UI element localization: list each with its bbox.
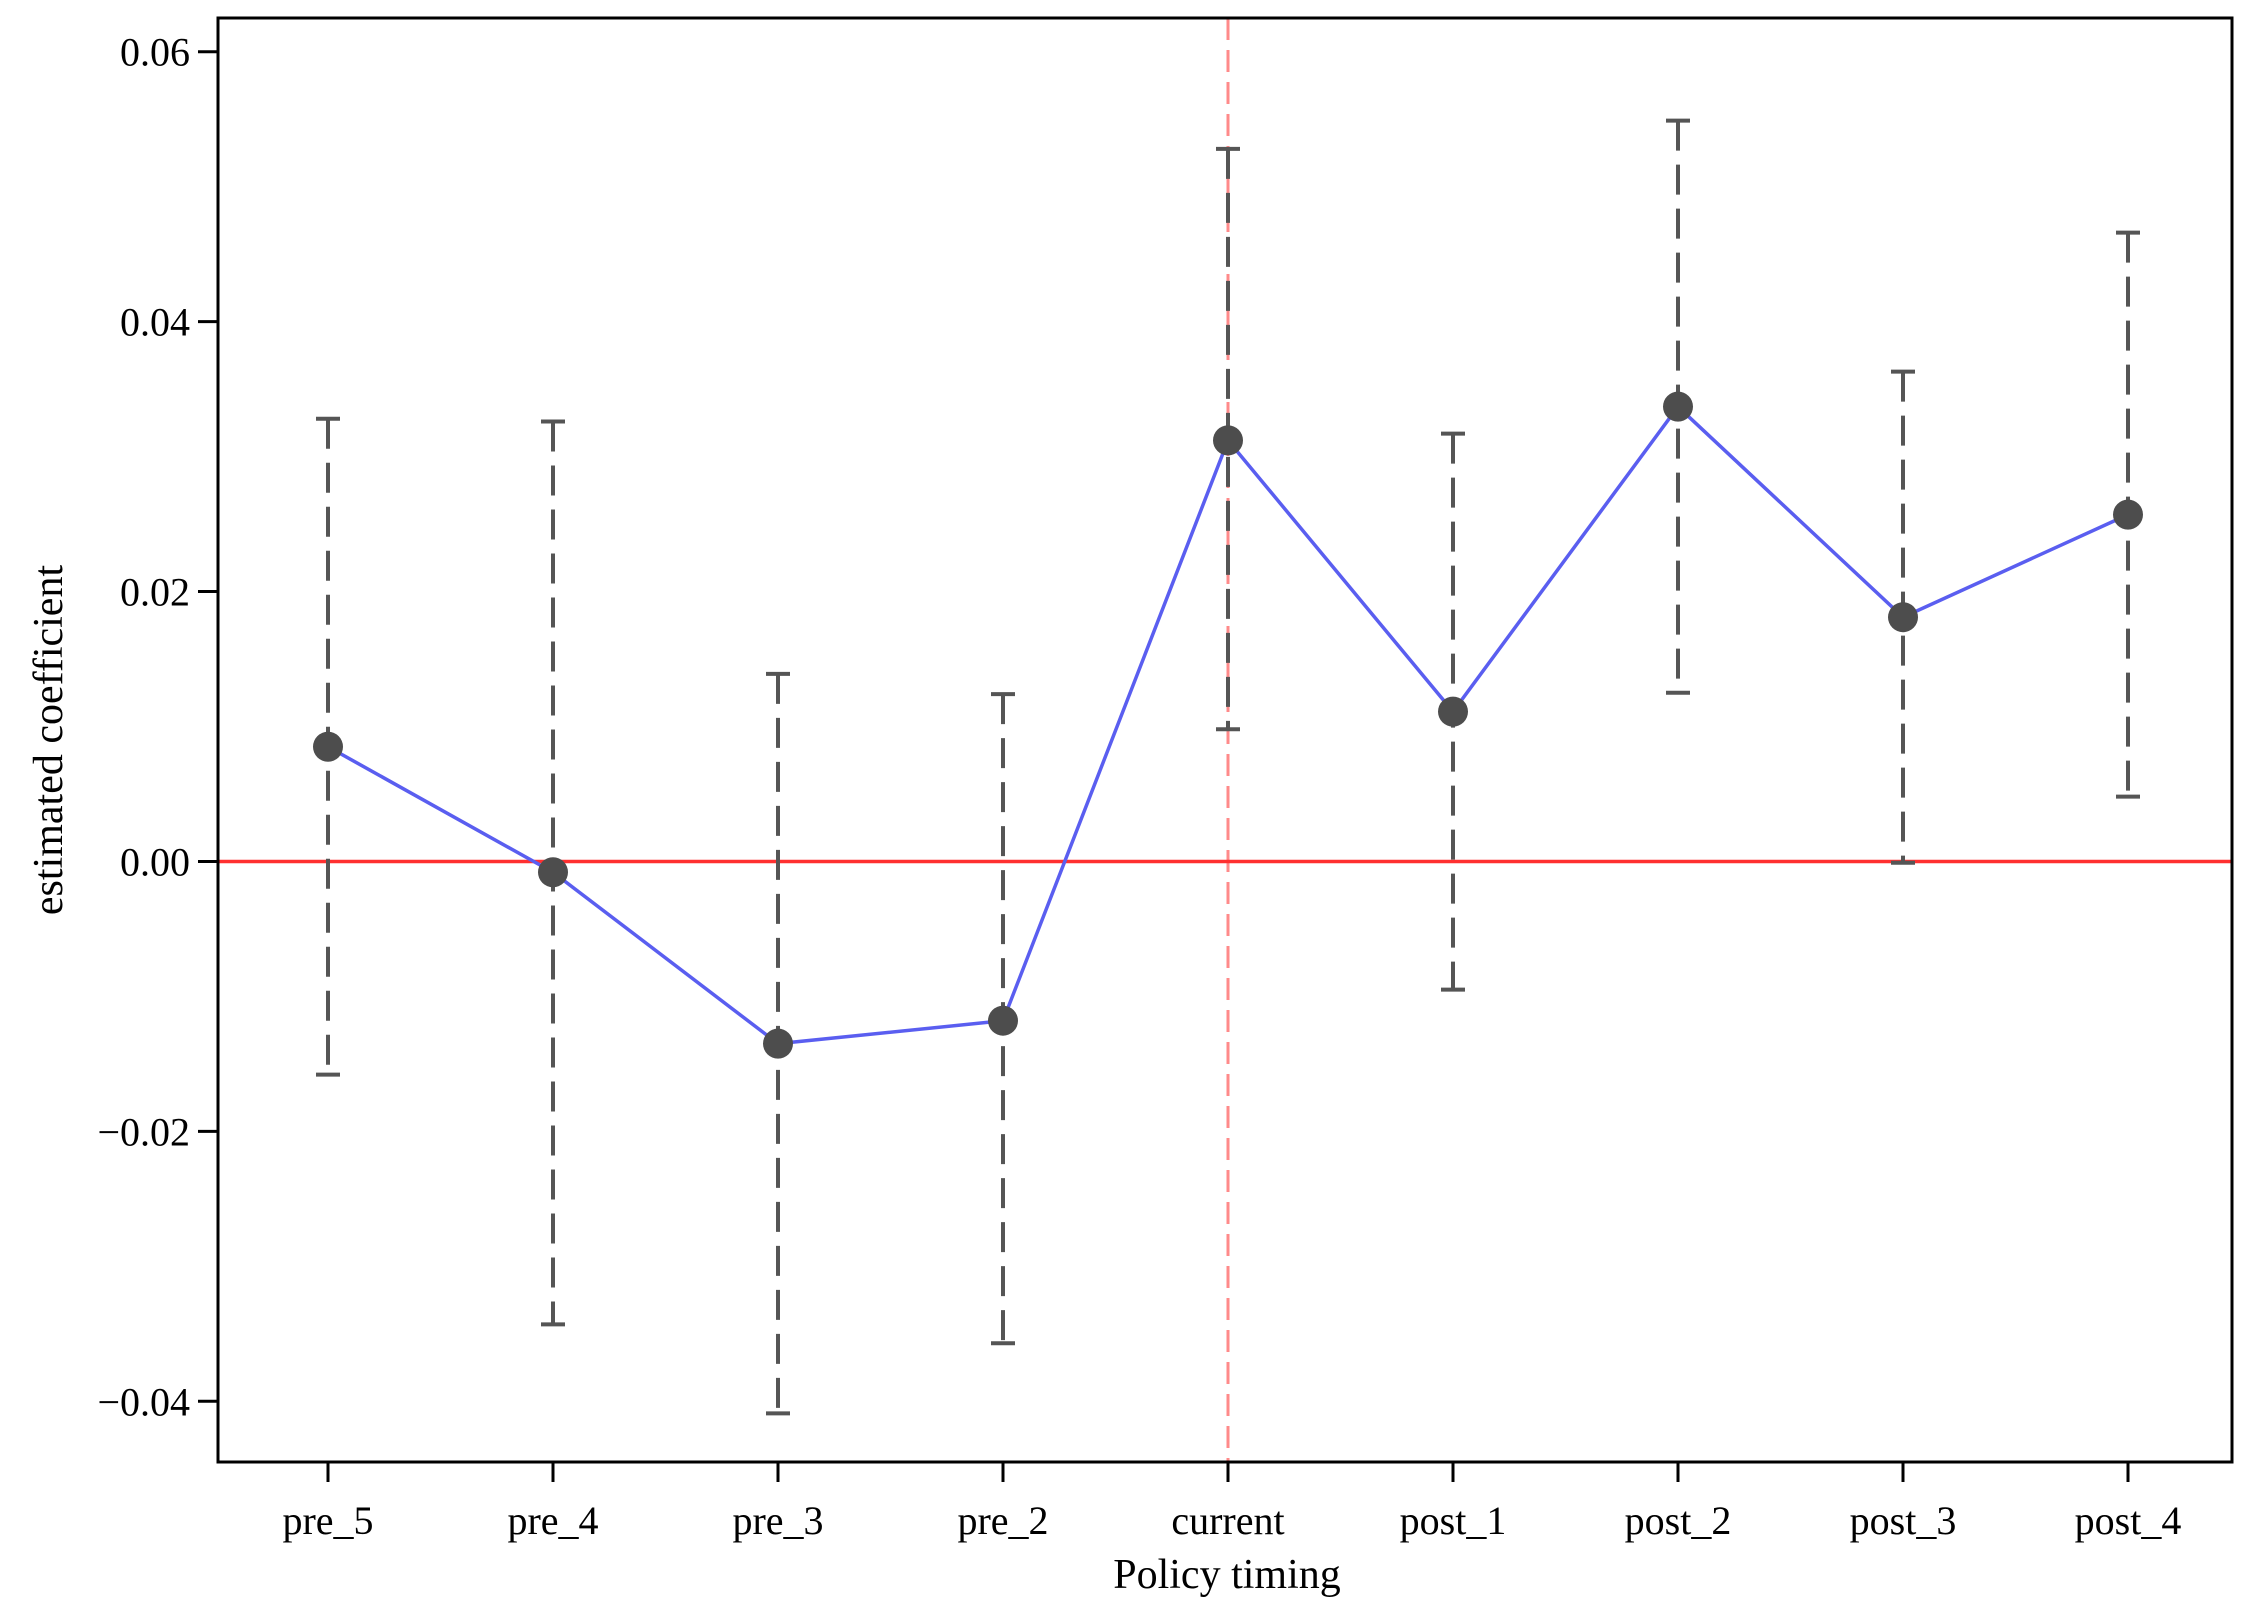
x-tick-label: post_2	[1625, 1498, 1732, 1543]
y-tick-label: 0.00	[120, 839, 190, 884]
estimate-point	[763, 1028, 793, 1059]
x-tick-label: pre_2	[957, 1498, 1048, 1543]
estimate-point	[988, 1005, 1018, 1036]
estimate-point	[2113, 499, 2143, 530]
y-tick-label: −0.04	[97, 1379, 190, 1424]
x-tick-label: post_4	[2075, 1498, 2182, 1543]
y-axis-title: estimated coefficient	[26, 565, 72, 916]
x-tick-label: pre_4	[507, 1498, 598, 1543]
plot-frame	[216, 16, 2234, 1464]
y-tick-label: 0.06	[120, 30, 190, 75]
estimate-point	[1438, 696, 1468, 727]
x-tick-label: current	[1171, 1498, 1284, 1543]
series-layer	[313, 391, 2143, 1059]
x-tick-label: pre_5	[282, 1498, 373, 1543]
estimate-point	[1888, 602, 1918, 633]
plot-frame-layer	[216, 16, 2234, 1464]
y-tick-label: 0.02	[120, 570, 190, 615]
x-tick-label: pre_3	[732, 1498, 823, 1543]
y-tick-label: 0.04	[120, 300, 190, 345]
estimate-point	[1213, 425, 1243, 456]
reference-lines-layer	[218, 18, 2232, 1462]
x-tick-label: post_3	[1850, 1498, 1957, 1543]
estimate-point	[1663, 391, 1693, 422]
x-axis-title: Policy timing	[1113, 1552, 1341, 1598]
estimate-point	[538, 857, 568, 888]
axes-layer: −0.04 −0.02 0.00 0.02 0.04 0.06 pre_5 pre_4 pre_…	[97, 30, 2181, 1543]
estimate-point	[313, 731, 343, 762]
y-tick-label: −0.02	[97, 1109, 190, 1154]
x-tick-label: post_1	[1400, 1498, 1507, 1543]
